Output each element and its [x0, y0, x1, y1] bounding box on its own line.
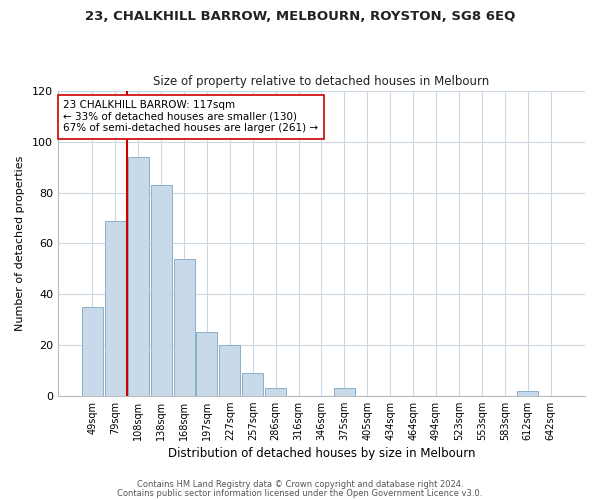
Bar [173, 258, 194, 396]
Text: Contains HM Land Registry data © Crown copyright and database right 2024.: Contains HM Land Registry data © Crown c… [137, 480, 463, 489]
X-axis label: Distribution of detached houses by size in Melbourn: Distribution of detached houses by size … [168, 447, 475, 460]
Bar [242, 373, 263, 396]
Bar [128, 157, 149, 396]
Bar [334, 388, 355, 396]
Bar [105, 220, 126, 396]
Bar [82, 307, 103, 396]
Text: Contains public sector information licensed under the Open Government Licence v3: Contains public sector information licen… [118, 488, 482, 498]
Bar [220, 345, 241, 396]
Bar [196, 332, 217, 396]
Bar [517, 390, 538, 396]
Text: 23, CHALKHILL BARROW, MELBOURN, ROYSTON, SG8 6EQ: 23, CHALKHILL BARROW, MELBOURN, ROYSTON,… [85, 10, 515, 23]
Bar [151, 185, 172, 396]
Bar [265, 388, 286, 396]
Text: 23 CHALKHILL BARROW: 117sqm
← 33% of detached houses are smaller (130)
67% of se: 23 CHALKHILL BARROW: 117sqm ← 33% of det… [63, 100, 319, 134]
Title: Size of property relative to detached houses in Melbourn: Size of property relative to detached ho… [154, 76, 490, 88]
Y-axis label: Number of detached properties: Number of detached properties [15, 156, 25, 331]
